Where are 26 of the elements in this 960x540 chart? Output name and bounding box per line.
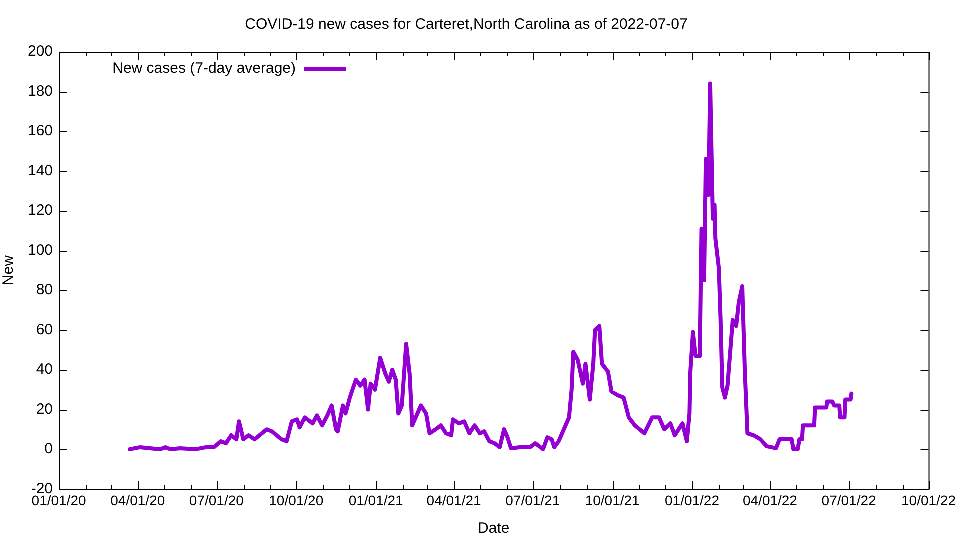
x-tick-label: 07/01/22	[822, 492, 877, 508]
y-tick-label: 160	[28, 122, 54, 140]
y-tick-label: 100	[28, 242, 54, 259]
x-axis-title: Date	[478, 520, 510, 538]
x-tick-label: 10/01/21	[585, 492, 640, 508]
y-tick-label: 200	[28, 43, 54, 60]
x-tick-label: 04/01/21	[426, 492, 482, 508]
y-tick-label: 20	[36, 400, 54, 418]
y-tick-label: 180	[28, 82, 54, 100]
x-tick-label: 01/01/22	[665, 492, 720, 508]
x-tick-label: 10/01/20	[269, 492, 324, 508]
y-tick-label: 140	[28, 162, 54, 180]
chart-title: COVID-19 new cases for Carteret,North Carolina as of 2022-07-07	[245, 16, 688, 34]
x-tick-label: 01/01/21	[348, 492, 404, 508]
legend-label: New cases (7-day average)	[112, 60, 296, 78]
y-tick-label: 0	[44, 440, 54, 458]
y-axis-title: New	[0, 255, 18, 286]
y-tick-label: 120	[28, 202, 54, 220]
x-tick-label: 04/01/20	[110, 492, 166, 508]
x-tick-label: 07/01/20	[189, 492, 244, 508]
y-tick-label: 80	[36, 282, 54, 299]
x-tick-label: 10/01/22	[902, 492, 956, 508]
y-tick-label: 60	[36, 321, 54, 338]
x-tick-label: 07/01/21	[506, 492, 560, 508]
x-tick-label: 04/01/22	[742, 492, 798, 508]
y-tick-label: 40	[36, 361, 54, 378]
